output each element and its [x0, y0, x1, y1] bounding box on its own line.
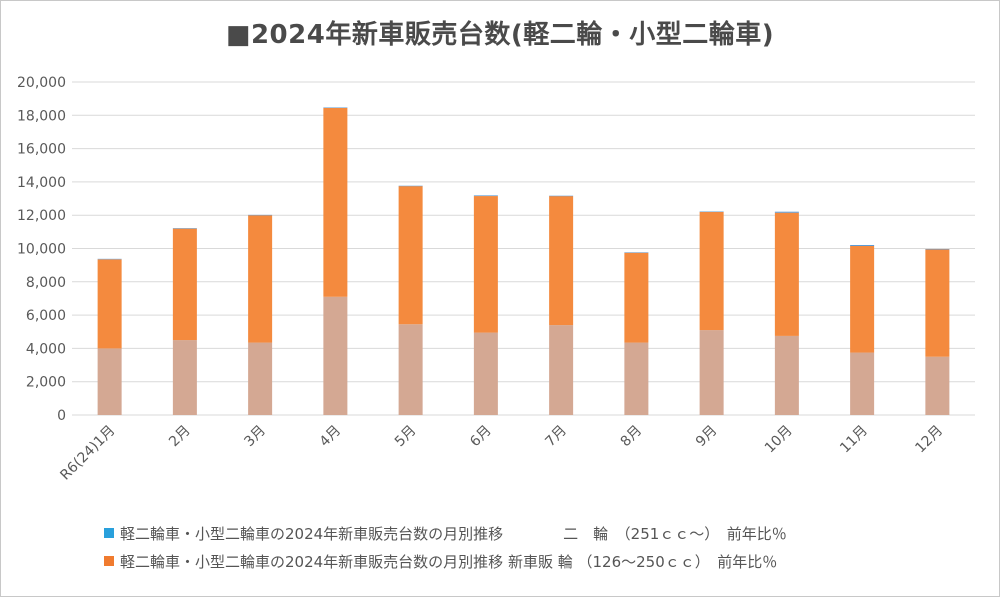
y-tick-label: 0	[57, 408, 66, 424]
y-tick-label: 18,000	[17, 108, 66, 124]
y-tick-label: 16,000	[17, 142, 66, 158]
x-tick-label: 4月	[317, 423, 345, 451]
bar-segment-1	[398, 324, 423, 415]
bar-segment-1	[323, 296, 348, 415]
bar-segment-1	[850, 352, 875, 415]
bar-segment-2	[248, 215, 273, 343]
bar-segment-2	[172, 228, 197, 341]
x-tick-label: 11月	[837, 423, 871, 457]
legend-swatch-2	[104, 556, 114, 566]
y-tick-label: 12,000	[17, 208, 66, 224]
bar-segment-3	[850, 245, 875, 247]
bar-segment-2	[323, 107, 348, 297]
bar-segment-3	[323, 107, 348, 108]
x-tick-label: 12月	[912, 423, 946, 457]
y-tick-label: 14,000	[17, 175, 66, 191]
bar-segment-1	[699, 330, 724, 415]
x-tick-label: 7月	[542, 423, 570, 451]
x-tick-label: 3月	[241, 423, 269, 451]
bar-segment-2	[925, 249, 950, 357]
bar-segment-1	[172, 340, 197, 415]
x-tick-label: 5月	[392, 423, 420, 451]
legend-label-1: 軽二輪車・小型二輪車の2024年新車販売台数の月別推移 二 輪 （251ｃｃ～）…	[120, 524, 787, 543]
y-tick-label: 6,000	[26, 308, 66, 324]
bar-segment-1	[97, 348, 122, 415]
x-tick-label: 6月	[467, 423, 495, 451]
bar-segment-2	[624, 252, 649, 343]
bar-segment-3	[172, 228, 197, 229]
legend-label-2: 軽二輪車・小型二輪車の2024年新車販売台数の月別推移 新車販 輪 （126～2…	[120, 552, 778, 571]
bar-segment-2	[774, 212, 799, 336]
bar-segment-3	[624, 252, 649, 253]
bar-segment-1	[248, 342, 273, 415]
bar-segment-3	[699, 211, 724, 213]
bar-segment-3	[248, 214, 273, 216]
bar-segment-2	[398, 186, 423, 325]
bar-segment-2	[850, 246, 875, 353]
bar-segment-3	[398, 185, 423, 187]
x-tick-label: R6(24)1月	[57, 423, 118, 484]
y-tick-label: 20,000	[17, 75, 66, 91]
y-tick-label: 4,000	[26, 341, 66, 357]
y-tick-label: 2,000	[26, 375, 66, 391]
bar-segment-3	[97, 258, 122, 260]
bar-segment-2	[97, 259, 122, 349]
legend: 軽二輪車・小型二輪車の2024年新車販売台数の月別推移 二 輪 （251ｃｃ～）…	[104, 519, 787, 575]
x-tick-label: 2月	[166, 423, 194, 451]
legend-item-2: 軽二輪車・小型二輪車の2024年新車販売台数の月別推移 新車販 輪 （126～2…	[104, 547, 787, 575]
x-tick-label: 9月	[693, 423, 721, 451]
bar-segment-1	[473, 332, 498, 415]
bar-segment-3	[925, 248, 950, 250]
bar-segment-2	[549, 196, 574, 326]
y-tick-label: 8,000	[26, 275, 66, 291]
legend-item-1: 軽二輪車・小型二輪車の2024年新車販売台数の月別推移 二 輪 （251ｃｃ～）…	[104, 519, 787, 547]
bar-segment-1	[774, 335, 799, 415]
y-tick-label: 10,000	[17, 242, 66, 258]
legend-swatch-1	[104, 528, 114, 538]
bar-segment-3	[549, 195, 574, 197]
bar-segment-2	[473, 196, 498, 333]
bar-segment-1	[624, 342, 649, 415]
x-tick-label: 8月	[618, 423, 646, 451]
x-tick-label: 10月	[762, 423, 796, 457]
bar-segment-1	[549, 325, 574, 415]
chart-title: ■2024年新車販売台数(軽二輪・小型二輪車)	[225, 20, 775, 50]
bar-segment-3	[473, 195, 498, 197]
bar-segment-3	[774, 211, 799, 213]
bar-segment-2	[699, 211, 724, 331]
bar-segment-1	[925, 356, 950, 415]
